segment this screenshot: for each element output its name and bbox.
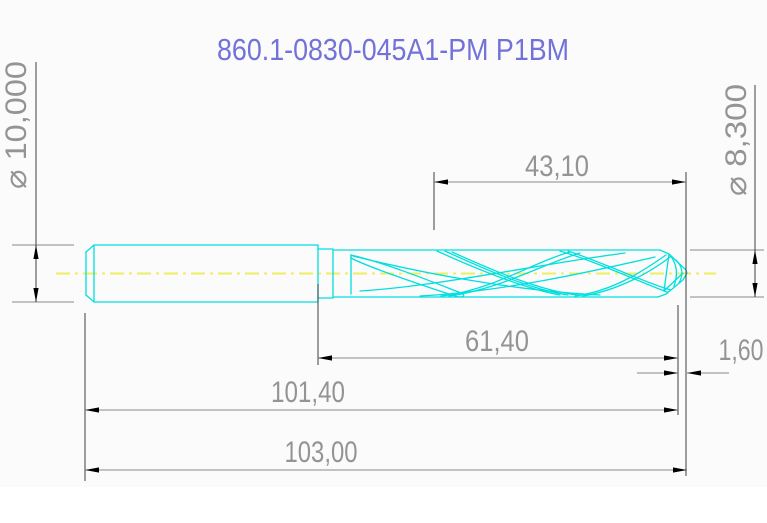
flute-helix-curve [359,252,626,292]
flute-helix-curve [567,250,672,291]
dimension-step-length-label: 43,10 [525,150,589,183]
sheet-background [0,0,767,487]
part-number-title: 860.1-0830-045A1-PM P1BM [217,32,569,67]
arrowhead-right [672,179,686,185]
dimension-flute-length: 61,40 [317,284,679,415]
arrowhead-left [687,370,701,376]
flute-helix-curve [582,256,671,297]
flute-opening-ellipse [350,254,465,298]
arrowhead-up [752,250,758,264]
neck-step [317,248,334,299]
drill-outline [85,244,688,303]
point-facet-line [663,272,684,292]
arrowhead-left [318,355,332,361]
arrowhead-down [33,288,39,302]
dimension-overall-length: 103,00 [85,436,687,473]
arrowhead-left [85,467,99,473]
dimension-point-diameter-label: ⌀ 8,300 [720,84,753,196]
dimension-shank-diameter: ⌀ 10,000 [0,61,74,303]
arrowhead-right [673,467,687,473]
body-edges [332,249,661,298]
flute-helix-curve [436,250,561,296]
dimension-tip-length-label: 1,60 [719,334,764,367]
arrowhead-left [85,407,99,413]
dimension-tip-length: 1,60 [637,334,764,376]
arrowhead-right [664,355,678,361]
arrowhead-down [752,283,758,297]
arrowhead-right [664,370,678,376]
flute-helix-curve [419,256,656,297]
dimension-body-length: 101,40 [84,313,678,481]
arrowhead-up [33,245,39,259]
point-facet-line [663,253,670,292]
flute-helix-curve [448,252,581,297]
dimension-body-length-label: 101,40 [271,376,345,409]
arrowhead-right [664,407,678,413]
dimension-flute-length-label: 61,40 [465,325,529,358]
flute-helix-curve [559,250,668,293]
dimension-point-diameter: ⌀ 8,300 [690,84,764,298]
point-chisel-curve [668,253,678,287]
dimension-shank-diameter-label: ⌀ 10,000 [0,61,33,189]
dimension-step-length: 43,10 [433,150,686,230]
arrowhead-left [434,179,448,185]
point-arc [675,259,683,284]
flute-helix-curve [352,255,601,296]
dimension-overall-length-label: 103,00 [285,436,358,469]
